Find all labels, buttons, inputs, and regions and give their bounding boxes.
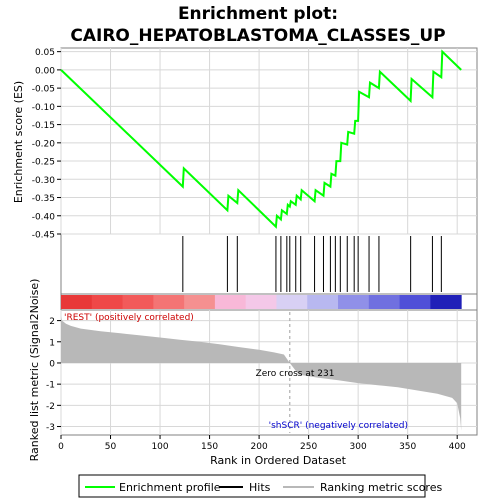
x-tick-label: 150 bbox=[201, 442, 218, 452]
es-y-tick-label: 0.05 bbox=[35, 48, 55, 58]
heatmap-segment bbox=[307, 295, 339, 309]
heatmap-segment bbox=[61, 295, 93, 309]
heatmap-segment bbox=[338, 295, 370, 309]
legend: Enrichment profile Hits Ranking metric s… bbox=[78, 474, 442, 498]
ranking-metric-area bbox=[61, 316, 462, 431]
es-y-tick-label: -0.35 bbox=[32, 194, 55, 204]
rank-y-tick-label: -3 bbox=[46, 423, 55, 433]
hits-group bbox=[182, 236, 442, 292]
neg-correlated-label: 'shSCR' (negatively correlated) bbox=[269, 421, 408, 431]
rank-y-axis: 2 1 0 -1 -2 -3 bbox=[46, 317, 61, 433]
es-y-axis-label: Enrichment score (ES) bbox=[12, 81, 25, 203]
es-panel-frame bbox=[60, 47, 478, 235]
zero-cross-label: Zero cross at 231 bbox=[256, 369, 335, 379]
x-tick-label: 350 bbox=[399, 442, 416, 452]
rank-y-tick-label: -2 bbox=[46, 402, 55, 412]
x-tick-label: 50 bbox=[105, 442, 117, 452]
x-tick-label: 200 bbox=[251, 442, 268, 452]
es-y-axis: 0.05 0.00 -0.05 -0.10 -0.15 -0.20 -0.25 -0.30 -0… bbox=[32, 48, 61, 241]
es-y-tick-label: -0.25 bbox=[32, 158, 55, 168]
x-tick-label: 250 bbox=[300, 442, 317, 452]
heatmap-segment bbox=[184, 295, 216, 309]
legend-box bbox=[78, 474, 426, 498]
es-gridlines bbox=[60, 48, 477, 235]
es-y-tick-label: -0.15 bbox=[32, 121, 55, 131]
heatmap-segment bbox=[245, 295, 277, 309]
x-axis: 0 50 100 150 200 250 300 350 400 bbox=[58, 435, 466, 452]
heatmap-segment bbox=[276, 295, 308, 309]
es-y-tick-label: -0.10 bbox=[32, 103, 56, 113]
pos-correlated-label: 'REST' (positively correlated) bbox=[64, 313, 194, 323]
chart-title-line2: CAIRO_HEPATOBLASTOMA_CLASSES_UP bbox=[70, 26, 445, 46]
heatmap-segment bbox=[91, 295, 124, 309]
heatmap-bar bbox=[61, 295, 462, 309]
es-y-tick-label: -0.20 bbox=[32, 139, 56, 149]
x-axis-label: Rank in Ordered Dataset bbox=[210, 454, 347, 467]
legend-rank-label: Ranking metric scores bbox=[320, 481, 442, 494]
x-tick-label: 300 bbox=[350, 442, 367, 452]
heatmap-segment bbox=[122, 295, 154, 309]
rank-y-tick-label: -1 bbox=[46, 381, 55, 391]
heatmap-segment bbox=[368, 295, 401, 309]
es-y-tick-label: -0.45 bbox=[32, 231, 55, 241]
rank-y-tick-label: 1 bbox=[49, 338, 55, 348]
enrichment-profile-line bbox=[60, 49, 462, 229]
rank-metric-group bbox=[61, 312, 462, 433]
es-y-tick-label: 0.00 bbox=[35, 66, 55, 76]
x-tick-label: 0 bbox=[58, 442, 64, 452]
heatmap-segment bbox=[214, 295, 247, 309]
es-y-tick-label: -0.05 bbox=[32, 85, 55, 95]
hits-panel-frame bbox=[60, 233, 478, 295]
heatmap-segment bbox=[399, 295, 431, 309]
legend-hits-label: Hits bbox=[249, 481, 271, 494]
heatmap-segment bbox=[153, 295, 185, 309]
rank-y-tick-label: 0 bbox=[49, 359, 55, 369]
chart-title-line1: Enrichment plot: bbox=[178, 4, 338, 24]
legend-es-label: Enrichment profile bbox=[119, 481, 221, 494]
heatmap-segment bbox=[430, 295, 462, 309]
x-tick-label: 100 bbox=[151, 442, 168, 452]
es-curve-group bbox=[60, 49, 462, 229]
es-y-tick-label: -0.40 bbox=[32, 212, 56, 222]
rank-y-axis-label: Ranked list metric (Signal2Noise) bbox=[28, 279, 41, 462]
x-tick-label: 400 bbox=[449, 442, 466, 452]
rank-y-tick-label: 2 bbox=[49, 317, 55, 327]
es-y-tick-label: -0.30 bbox=[32, 176, 56, 186]
